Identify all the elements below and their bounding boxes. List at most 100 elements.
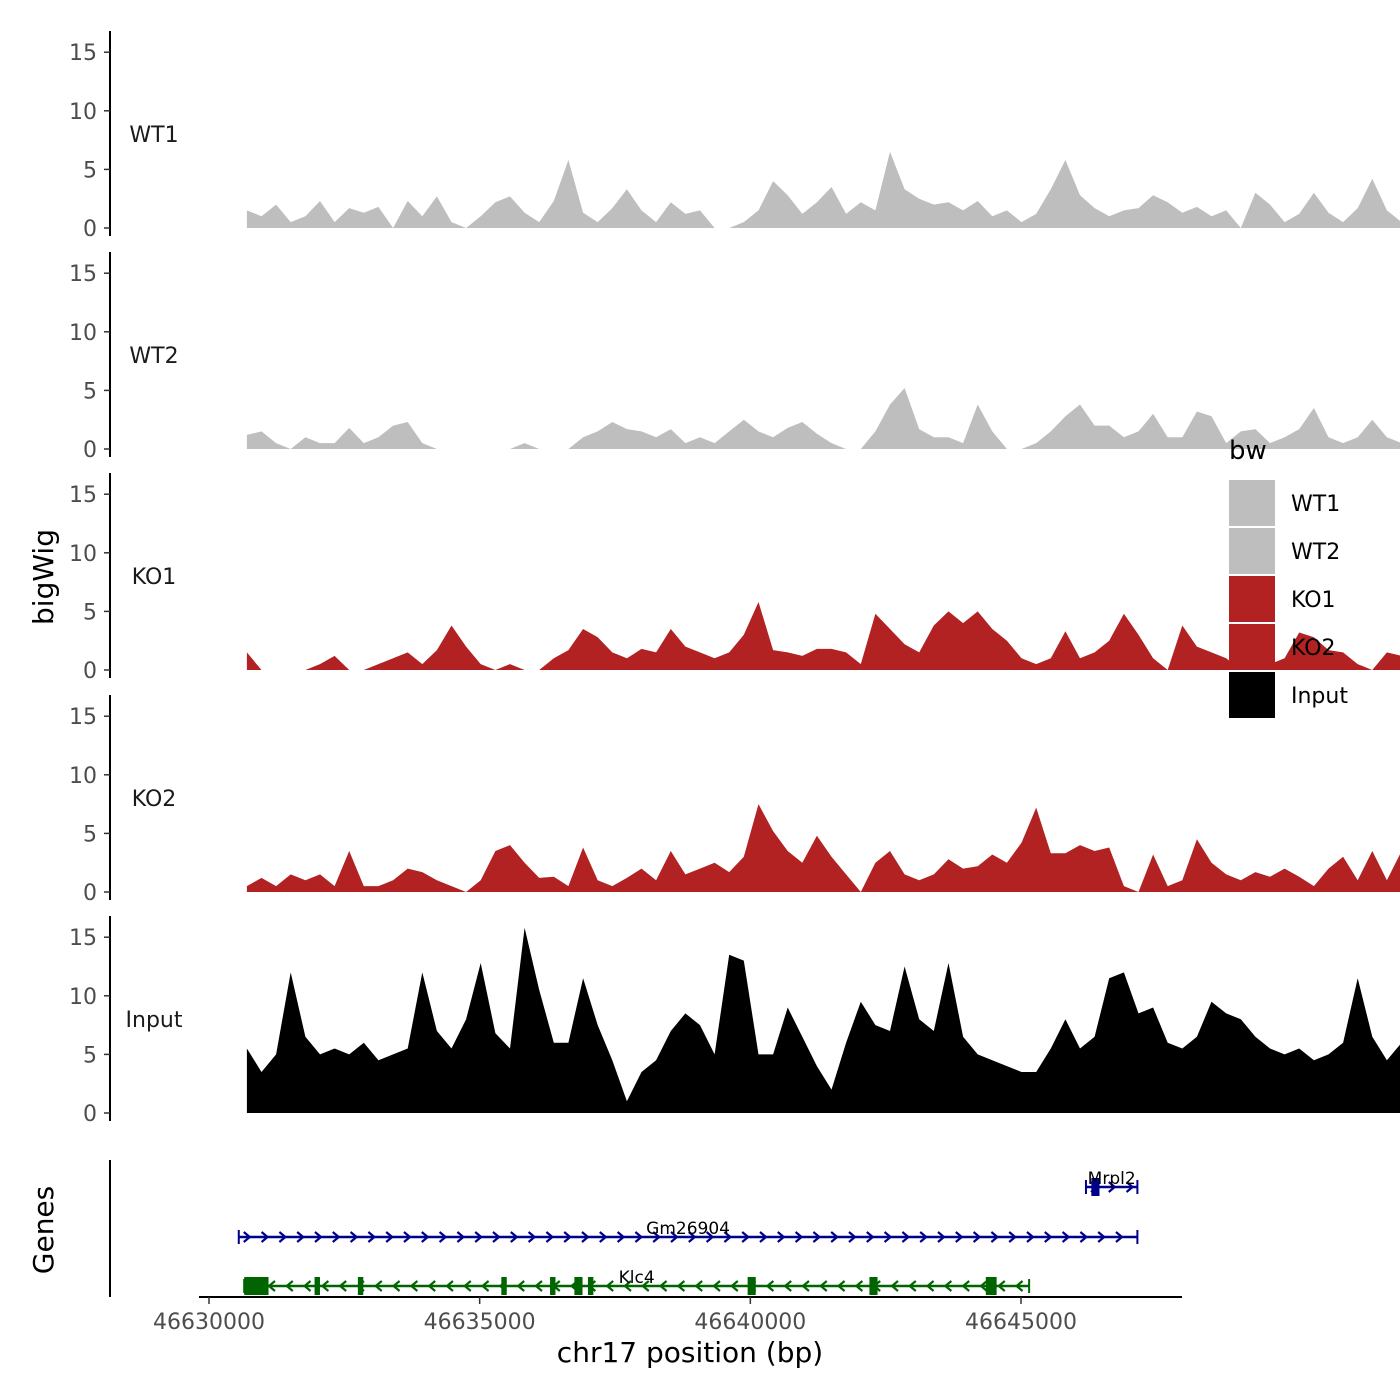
strand-arrow [652,1231,661,1243]
strand-arrow [1014,1280,1024,1292]
strand-arrow [285,1280,294,1292]
strand-arrow [901,1231,911,1243]
strand-arrow [391,1280,401,1292]
strand-arrow [830,1231,839,1243]
exon-block [357,1277,364,1295]
y-tick-label: 0 [83,659,97,684]
strand-arrow [260,1231,270,1243]
strand-arrow [961,1280,970,1292]
strand-arrow [777,1231,786,1243]
strand-arrow [456,1231,466,1243]
legend-label: WT1 [1291,492,1340,517]
strand-arrow [783,1280,792,1292]
legend-swatch-wt2 [1229,528,1275,574]
strand-arrow [688,1231,697,1243]
exon-block [587,1277,594,1295]
x-tick-label: 46645000 [965,1310,1077,1335]
signal-area-input [246,927,1400,1113]
strand-arrow [278,1231,288,1243]
legend-swatch-ko1 [1229,576,1275,622]
legend-label: WT2 [1291,540,1340,565]
exon-block [244,1277,269,1295]
strand-arrow [527,1231,537,1243]
strand-arrow [658,1280,668,1292]
legend-label: KO2 [1291,636,1336,661]
strand-arrow [854,1280,864,1292]
track-label: Input [126,1008,183,1033]
strand-arrow [516,1280,525,1292]
y-tick-label: 5 [83,822,97,847]
signal-area-wt2 [246,388,1400,449]
strand-arrow [374,1280,383,1292]
track-wt2: 0 5 10 15 WT2 [69,252,1400,463]
track-ko1: 0 5 10 15 KO1 [69,473,1400,684]
strand-arrow [605,1280,614,1292]
y-tick-label: 15 [69,262,97,287]
legend-swatch-input [1229,672,1275,718]
strand-arrow [445,1280,454,1292]
strand-arrow [1125,1181,1135,1193]
strand-arrow [723,1231,733,1243]
strand-arrow [534,1280,543,1292]
y-tick-label: 10 [69,321,97,346]
strand-arrow [492,1231,501,1243]
strand-arrow [510,1231,519,1243]
strand-arrow [765,1280,775,1292]
strand-arrow [641,1280,650,1292]
exon-block [574,1277,583,1295]
exon-block [985,1277,997,1295]
track-label: KO2 [132,787,177,812]
strand-arrow [955,1231,964,1243]
strand-arrow [427,1280,436,1292]
strand-arrow [883,1231,893,1243]
gene-label: Gm26904 [646,1219,730,1239]
strand-arrow [385,1231,394,1243]
strand-arrow [634,1231,644,1243]
strand-arrow [848,1231,857,1243]
strand-arrow [676,1280,686,1292]
exon-block [501,1277,507,1295]
strand-arrow [338,1280,347,1292]
strand-arrow [421,1231,430,1243]
strand-arrow [349,1231,359,1243]
strand-arrow [801,1280,810,1292]
strand-arrow [670,1231,679,1243]
x-tick-label: 46640000 [694,1310,806,1335]
strand-arrow [474,1231,483,1243]
y-tick-label: 5 [83,1043,97,1068]
strand-arrow [409,1280,419,1292]
strand-arrow [694,1280,703,1292]
exon-block [869,1277,878,1295]
gene-label: Mrpl2 [1088,1169,1136,1189]
legend-swatch-ko2 [1229,624,1275,670]
strand-arrow [866,1231,875,1243]
x-axis-title: chr17 position (bp) [557,1336,823,1369]
strand-arrow [1079,1231,1089,1243]
strand-arrow [332,1231,341,1243]
signal-tracks: 0 5 10 15 WT1 0 5 10 15 WT2 0 5 10 15 KO1 0 5 10 15 KO2 0 5 10… [69,31,1400,1127]
strand-arrow [563,1231,572,1243]
y-axis-title: bigWig [27,529,60,625]
strand-arrow [296,1231,305,1243]
signal-area-ko1 [246,602,1400,670]
track-wt1: 0 5 10 15 WT1 [69,31,1400,242]
track-ko2: 0 5 10 15 KO2 [69,695,1400,906]
y-tick-label: 0 [83,217,97,242]
strand-arrow [819,1280,828,1292]
strand-arrow [908,1280,917,1292]
y-tick-label: 5 [83,158,97,183]
strand-arrow [812,1231,822,1243]
strand-arrow [1008,1231,1017,1243]
x-tick-label: 46635000 [424,1310,536,1335]
strand-arrow [545,1231,555,1243]
strand-arrow [925,1280,935,1292]
signal-area-ko2 [246,804,1400,892]
y-tick-label: 15 [69,705,97,730]
y-tick-label: 10 [69,985,97,1010]
track-label: KO1 [132,565,177,590]
y-tick-label: 0 [83,1102,97,1127]
strand-arrow [997,1280,1006,1292]
strand-arrow [1115,1231,1124,1243]
genes-axis-title: Genes [27,1186,60,1274]
legend: bw WT1 WT2 KO1 KO2 Input [1229,436,1348,718]
